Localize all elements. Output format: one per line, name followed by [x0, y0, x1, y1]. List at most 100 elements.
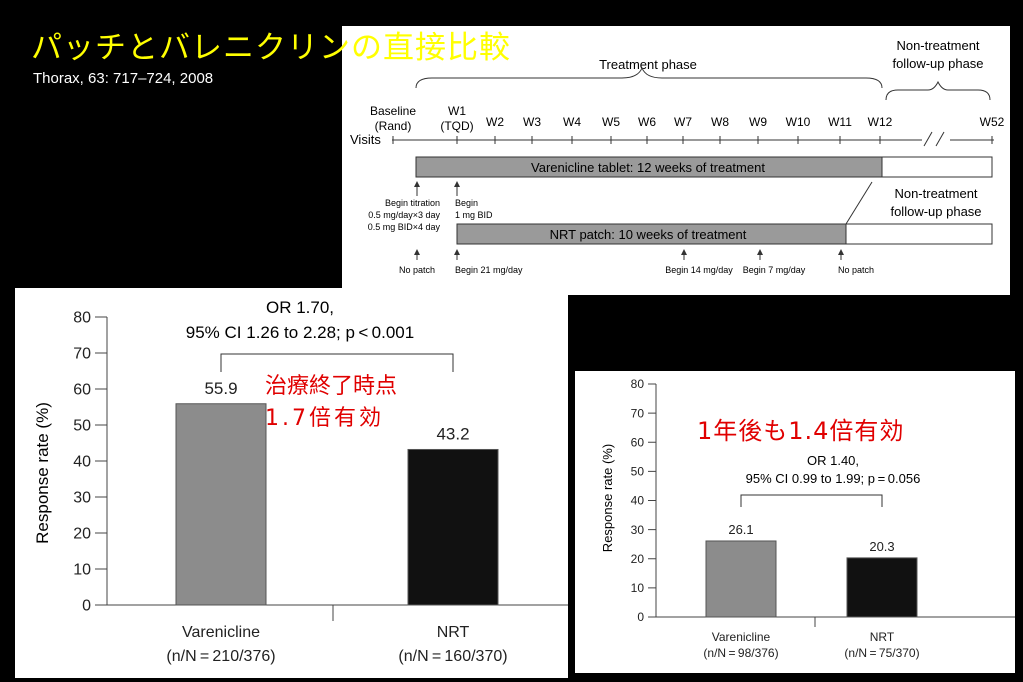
followup-label-2: follow-up phase: [890, 204, 981, 219]
slide-title: パッチとバレニクリンの直接比較: [31, 30, 511, 66]
chart1-y-axis-label: Response rate (%): [33, 402, 52, 544]
visit-label: W12: [868, 115, 893, 129]
visit-label: W7: [674, 115, 692, 129]
note-begin-titration-2: 0.5 mg/day×3 day: [368, 210, 440, 220]
visit-label: W3: [523, 115, 541, 129]
y-tick-label: 30: [73, 490, 91, 507]
arrowhead-begin-14: [681, 249, 687, 255]
y-tick-label: 50: [73, 418, 91, 435]
category-label: NRT: [437, 624, 470, 641]
category-label: Varenicline: [712, 630, 771, 644]
y-tick-label: 70: [631, 406, 645, 420]
note-no-patch-start: No patch: [399, 265, 435, 275]
arrowhead-begin-21: [454, 249, 460, 255]
category-sublabel: (n/N = 75/370): [844, 646, 919, 660]
y-tick-label: 40: [73, 454, 91, 471]
nrt-bar-label: NRT patch: 10 weeks of treatment: [550, 227, 747, 242]
note-no-patch-end: No patch: [838, 265, 874, 275]
visit-label: W6: [638, 115, 656, 129]
visit-label: W11: [828, 115, 852, 129]
visit-label: W52: [980, 115, 1005, 129]
visit-sublabel: (Rand): [375, 119, 412, 133]
arrowhead-begin-titration: [414, 181, 420, 187]
chart2-stat-line-2: 95% CI 0.99 to 1.99; p = 0.056: [746, 471, 921, 486]
followup-connector-line: [845, 181, 873, 225]
one-year-note: 1年後も1.4倍有効: [697, 417, 905, 445]
chart1-stat-line-1: OR 1.70,: [266, 298, 334, 317]
visits-label: Visits: [350, 132, 381, 147]
visit-label: W1: [448, 104, 466, 118]
bar-varenicline: [175, 403, 267, 606]
nrt-followup-bar: [845, 223, 993, 245]
visit-label: W9: [749, 115, 767, 129]
varenicline-bar-label: Varenicline tablet: 12 weeks of treatmen…: [531, 160, 765, 175]
varenicline-followup-bar: [881, 156, 993, 178]
arrowhead-no-patch-start: [414, 249, 420, 255]
chart-one-year-panel: OR 1.40, 95% CI 0.99 to 1.99; p = 0.056 …: [575, 371, 1015, 673]
treatment-phase-brace: [415, 66, 883, 89]
visit-label: W5: [602, 115, 620, 129]
y-tick-label: 10: [73, 562, 91, 579]
y-tick-label: 70: [73, 346, 91, 363]
chart2-stat-line-1: OR 1.40,: [807, 453, 859, 468]
visit-label: Baseline: [370, 104, 416, 118]
category-label: Varenicline: [182, 624, 260, 641]
bar-varenicline: [705, 540, 777, 618]
followup-phase-brace: [885, 80, 991, 101]
y-tick-label: 10: [631, 581, 645, 595]
axis-break-1: [923, 131, 933, 147]
visit-label: W4: [563, 115, 581, 129]
visit-label: W2: [486, 115, 504, 129]
y-tick-label: 80: [73, 310, 91, 327]
nontreatment-phase-label-2: follow-up phase: [892, 56, 983, 71]
y-tick-label: 20: [631, 552, 645, 566]
note-begin-21: Begin 21 mg/day: [455, 265, 523, 275]
followup-label-1: Non-treatment: [894, 186, 977, 201]
y-tick-label: 50: [631, 465, 645, 479]
visit-labels: Baseline(Rand) W1(TQD) W2 W3 W4 W5 W6 W7 W8 W9 W10…: [370, 104, 1005, 133]
bar-value-label: 26.1: [728, 522, 753, 537]
nrt-arrows: [414, 249, 844, 260]
category-sublabel: (n/N = 210/376): [166, 648, 275, 665]
visit-label: W10: [786, 115, 811, 129]
y-tick-label: 0: [82, 598, 91, 615]
comparison-bracket: [740, 494, 883, 507]
y-tick-label: 60: [73, 382, 91, 399]
visit-sublabel: (TQD): [440, 119, 473, 133]
chart2-y-axis-label: Response rate (%): [600, 444, 615, 552]
chart-one-year: OR 1.40, 95% CI 0.99 to 1.99; p = 0.056 …: [600, 377, 1015, 660]
bar-value-label: 43.2: [436, 424, 469, 443]
y-tick-label: 40: [631, 494, 645, 508]
end-of-treatment-note-2: 1.7倍有効: [265, 406, 384, 431]
category-sublabel: (n/N = 98/376): [703, 646, 778, 660]
study-timeline-diagram: Treatment phase Non-treatment follow-up …: [350, 38, 1005, 275]
arrowhead-begin-7: [757, 249, 763, 255]
y-tick-label: 0: [637, 610, 644, 624]
nontreatment-phase-label-1: Non-treatment: [896, 38, 979, 53]
visit-label: W8: [711, 115, 729, 129]
visit-ticks: [392, 136, 993, 144]
note-begin-2: 1 mg BID: [455, 210, 493, 220]
comparison-bracket: [220, 353, 454, 372]
arrowhead-begin-1mg: [454, 181, 460, 187]
category-sublabel: (n/N = 160/370): [398, 648, 507, 665]
note-begin-14: Begin 14 mg/day: [665, 265, 733, 275]
axis-break-2: [935, 131, 945, 147]
chart1-stat-line-2: 95% CI 1.26 to 2.28; p < 0.001: [186, 323, 414, 342]
note-begin-1: Begin: [455, 198, 478, 208]
treatment-phase-label: Treatment phase: [599, 57, 697, 72]
chart-end-of-treatment-panel: OR 1.70, 95% CI 1.26 to 2.28; p < 0.001 …: [15, 288, 568, 678]
category-label: NRT: [870, 630, 895, 644]
note-begin-titration-1: Begin titration: [385, 198, 440, 208]
chart-end-of-treatment: OR 1.70, 95% CI 1.26 to 2.28; p < 0.001 …: [33, 298, 568, 665]
y-tick-label: 60: [631, 435, 645, 449]
bar-value-label: 55.9: [204, 379, 237, 398]
end-of-treatment-note-1: 治療終了時点: [265, 374, 398, 399]
note-begin-titration-3: 0.5 mg BID×4 day: [368, 222, 441, 232]
bar-nrt: [846, 557, 918, 618]
bar-nrt: [407, 448, 499, 606]
bar-value-label: 20.3: [869, 539, 894, 554]
y-tick-label: 20: [73, 526, 91, 543]
y-tick-label: 80: [631, 377, 645, 391]
arrowhead-no-patch-end: [838, 249, 844, 255]
